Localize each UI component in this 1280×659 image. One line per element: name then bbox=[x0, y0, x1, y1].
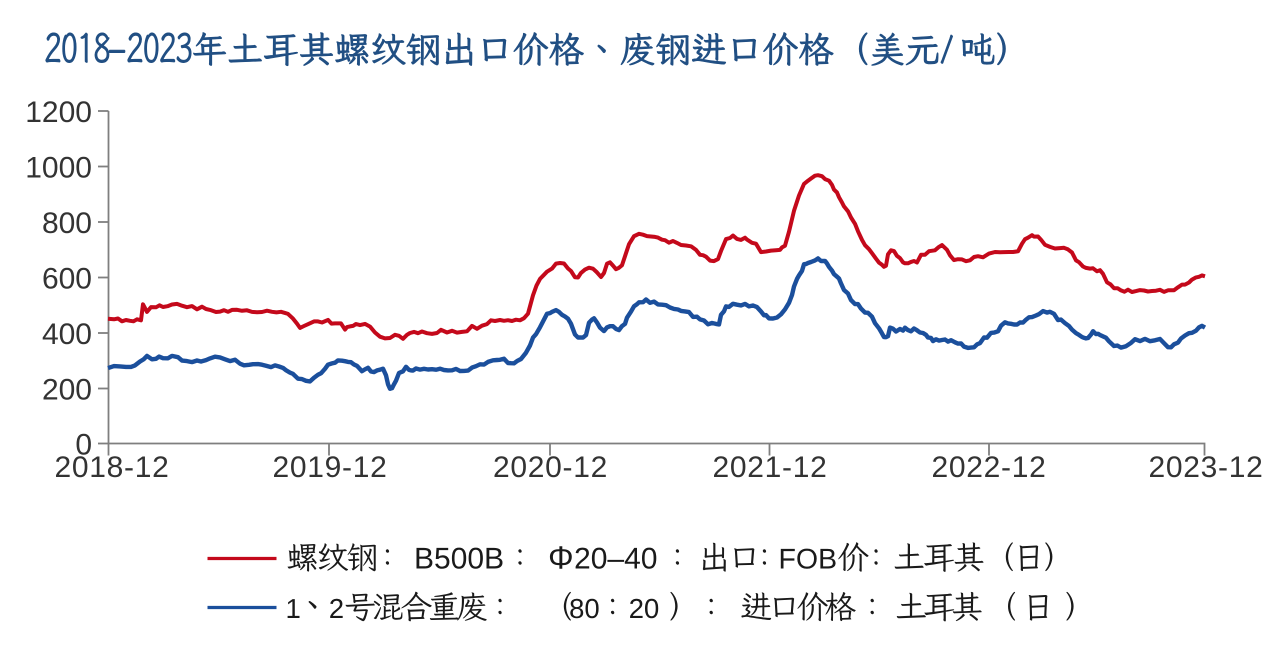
svg-text:1000: 1000 bbox=[25, 151, 92, 184]
svg-text:2022-12: 2022-12 bbox=[932, 451, 1047, 484]
svg-text:2018-12: 2018-12 bbox=[55, 451, 170, 484]
svg-text:200: 200 bbox=[42, 373, 92, 406]
svg-text:2021-12: 2021-12 bbox=[713, 451, 828, 484]
svg-text:400: 400 bbox=[42, 318, 92, 351]
svg-text:600: 600 bbox=[42, 262, 92, 295]
svg-text:800: 800 bbox=[42, 207, 92, 240]
svg-text:0: 0 bbox=[75, 428, 92, 461]
svg-text:1200: 1200 bbox=[25, 96, 92, 129]
svg-text:2023-12: 2023-12 bbox=[1149, 451, 1264, 484]
svg-text:2019-12: 2019-12 bbox=[273, 451, 388, 484]
svg-text:2020-12: 2020-12 bbox=[493, 451, 608, 484]
